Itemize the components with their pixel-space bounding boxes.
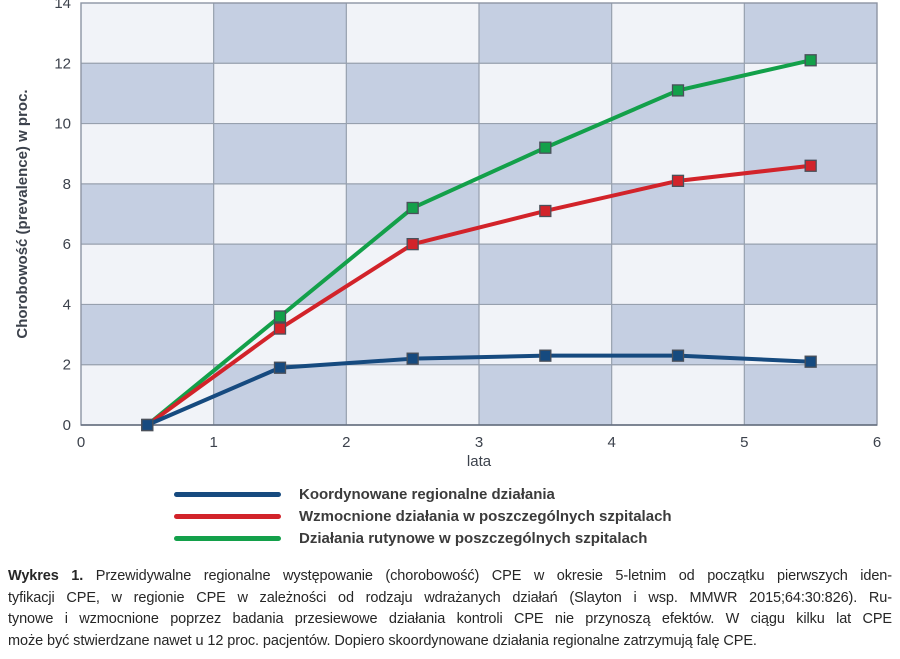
data-point-marker	[539, 141, 552, 154]
y-tick-label: 14	[54, 0, 71, 12]
data-point-marker	[141, 418, 154, 432]
data-point-marker	[804, 159, 817, 172]
y-tick-label: 4	[63, 296, 71, 313]
data-point-marker	[539, 349, 552, 362]
checkerboard-cell	[346, 123, 479, 184]
x-tick-label: 0	[77, 434, 85, 451]
legend-line-swatch	[174, 513, 281, 519]
legend-line-swatch	[174, 491, 281, 497]
checkerboard-cell	[81, 123, 214, 184]
checkerboard-cell	[611, 183, 745, 245]
legend-item: Wzmocnione działania w poszczególnych sz…	[174, 505, 672, 527]
data-point-marker	[671, 174, 685, 187]
checkerboard-cell	[479, 63, 612, 124]
caption-text: Przewidywalne regionalne występowanie (c…	[95, 568, 892, 584]
checkerboard-cell	[81, 244, 214, 305]
data-point-marker	[406, 352, 419, 365]
checkerboard-cell	[611, 3, 745, 64]
legend-item: Koordynowane regionalne działania	[174, 483, 672, 505]
y-tick-label: 12	[54, 55, 71, 72]
caption-line: tynowe i wzmocnione poprzez badania prze…	[8, 611, 892, 628]
checkerboard-cell	[744, 3, 877, 64]
checkerboard-cell	[81, 63, 214, 124]
checkerboard-cell	[611, 244, 745, 305]
checkerboard-cell	[213, 63, 347, 124]
legend-item-label: Wzmocnione działania w poszczególnych sz…	[299, 507, 672, 525]
data-point-marker	[273, 322, 287, 335]
checkerboard-cell	[213, 244, 347, 305]
legend-item: Działania rutynowe w poszczególnych szpi…	[174, 527, 672, 549]
series-line	[145, 163, 813, 427]
x-tick-label: 4	[607, 434, 615, 451]
y-tick-label: 10	[54, 116, 71, 133]
x-axis-title: lata	[467, 453, 492, 470]
checkerboard-cell	[213, 3, 347, 64]
checkerboard-cell	[346, 3, 479, 64]
x-tick-label: 5	[740, 434, 748, 451]
checkerboard-cell	[479, 3, 612, 64]
checkerboard-cell	[346, 364, 479, 425]
checkerboard-cell	[611, 364, 745, 425]
y-tick-label: 6	[63, 236, 71, 253]
data-point-marker	[804, 54, 817, 67]
series-line	[145, 353, 813, 427]
checkerboard-cell	[346, 63, 479, 124]
chart-legend: Koordynowane regionalne działania Wzmocn…	[174, 483, 672, 549]
checkerboard-cell	[479, 364, 612, 425]
checkerboard-cell	[81, 364, 214, 425]
checkerboard-cell	[744, 63, 877, 124]
checkerboard-cell	[744, 123, 877, 184]
legend-item-label: Działania rutynowe w poszczególnych szpi…	[299, 529, 648, 547]
y-tick-label: 2	[63, 357, 71, 374]
data-point-marker	[671, 349, 685, 362]
checkerboard-cell	[81, 3, 214, 64]
caption-line: Wykres 1. Przewidywalne regionalne wystę…	[8, 566, 892, 588]
checkerboard-cell	[744, 364, 877, 425]
checkerboard-cell	[213, 183, 347, 245]
data-point-marker	[273, 361, 287, 374]
data-point-marker	[406, 237, 419, 251]
data-point-marker	[406, 201, 419, 215]
x-tick-label: 2	[342, 434, 350, 451]
data-point-marker	[539, 204, 552, 218]
data-point-marker	[804, 355, 817, 368]
legend-item-label: Koordynowane regionalne działania	[299, 485, 555, 503]
y-tick-label: 0	[63, 417, 71, 434]
figure-caption: Wykres 1. Przewidywalne regionalne wystę…	[8, 566, 892, 652]
data-point-marker	[671, 84, 685, 97]
x-tick-label: 3	[475, 434, 483, 451]
checkerboard-cell	[744, 304, 877, 365]
checkerboard-cell	[744, 244, 877, 305]
caption-label: Wykres 1.	[8, 568, 84, 584]
legend-line-swatch	[174, 535, 281, 541]
checkerboard-cell	[213, 364, 347, 425]
y-axis-title: Chorobowość (prevalence) w proc.	[14, 89, 31, 338]
checkerboard-cell	[81, 304, 214, 365]
caption-line: tyfikacji CPE, w regionie CPE w zależnoś…	[8, 589, 892, 606]
checkerboard-cell	[479, 244, 612, 305]
series-line	[145, 58, 813, 427]
checkerboard-cell	[213, 123, 347, 184]
x-tick-label: 6	[873, 434, 881, 451]
checkerboard-cell	[81, 183, 214, 245]
x-tick-label: 1	[209, 434, 217, 451]
checkerboard-cell	[744, 183, 877, 245]
caption-line: może być stwierdzane nawet u 12 proc. pa…	[8, 632, 757, 649]
data-point-marker	[273, 310, 287, 323]
y-tick-label: 8	[63, 176, 71, 193]
